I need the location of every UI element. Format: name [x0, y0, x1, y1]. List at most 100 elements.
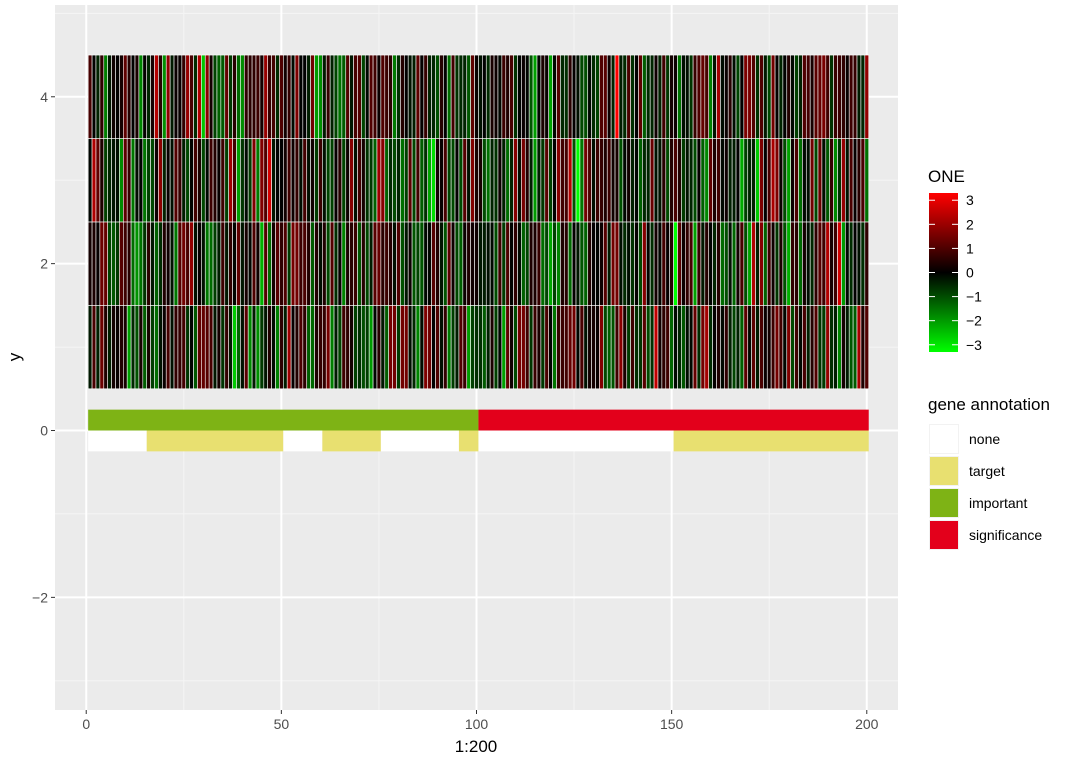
- heatmap-cell: [560, 221, 565, 306]
- colorbar-ticks: 3 2 1 0 −1 −2 −3: [929, 192, 982, 353]
- heatmap-cell: [243, 138, 249, 223]
- heatmap-cell: [821, 221, 827, 306]
- heatmap-cell: [848, 305, 854, 390]
- heatmap-cell: [216, 54, 222, 139]
- heatmap-cell: [825, 138, 831, 223]
- heatmap-cell: [482, 138, 487, 223]
- colorbar-tick-label: 1: [966, 240, 974, 256]
- heatmap-cell: [325, 305, 331, 390]
- heatmap-cell: [474, 221, 479, 306]
- heatmap-cell: [251, 305, 257, 390]
- heatmap-cell: [396, 305, 401, 390]
- heatmap-cell: [271, 221, 276, 306]
- heatmap-cell: [720, 54, 725, 139]
- heatmap-cell: [228, 221, 233, 306]
- heatmap-cell: [158, 221, 163, 306]
- heatmap-cell: [649, 305, 655, 390]
- heatmap-cell: [560, 54, 565, 139]
- heatmap-cell: [310, 138, 315, 223]
- heatmap-cell: [809, 54, 815, 139]
- heatmap-cell: [162, 54, 167, 139]
- heatmap-cell: [91, 305, 97, 390]
- heatmap-cell: [193, 221, 198, 306]
- heatmap-cell: [427, 54, 432, 139]
- heatmap-cell: [357, 305, 362, 390]
- heatmap-cell: [833, 54, 838, 139]
- heatmap-cell: [638, 138, 643, 223]
- y-axis-title: y: [5, 352, 24, 361]
- heatmap-cell: [286, 138, 292, 223]
- heatmap-cell: [341, 221, 347, 306]
- heatmap-cell: [645, 54, 651, 139]
- heatmap-cell: [294, 221, 300, 306]
- heatmap-cell: [657, 138, 663, 223]
- heatmap-cell: [138, 305, 144, 390]
- heatmap-cell: [774, 305, 780, 390]
- heatmap-cell: [567, 305, 573, 390]
- annotation-tracks: [88, 409, 869, 452]
- heatmap-cell: [111, 305, 116, 390]
- heatmap-cell: [825, 305, 831, 390]
- heatmap-cell: [130, 54, 136, 139]
- heatmap-cell: [279, 54, 284, 139]
- heatmap-cell: [158, 138, 163, 223]
- heatmap-cell: [201, 138, 206, 223]
- heatmap-cell: [583, 305, 589, 390]
- heatmap-cell: [778, 54, 784, 139]
- heatmap-cell: [688, 305, 694, 390]
- heatmap-cell: [119, 305, 124, 390]
- heatmap-cell: [380, 54, 386, 139]
- heatmap-cell: [349, 138, 354, 223]
- heatmap-cell: [610, 305, 616, 390]
- heatmap-cell: [247, 221, 253, 306]
- heatmap-cell: [860, 221, 866, 306]
- heatmap-cell: [716, 54, 721, 139]
- heatmap-cell: [657, 54, 663, 139]
- heatmap-cell: [450, 54, 456, 139]
- heatmap-cell: [388, 138, 393, 223]
- heatmap-cell: [177, 138, 183, 223]
- heatmap-cell: [556, 54, 561, 139]
- heatmap-cell: [606, 221, 612, 306]
- heatmap-cell: [134, 221, 140, 306]
- heatmap-cell: [337, 305, 343, 390]
- heatmap-cell: [645, 138, 651, 223]
- heatmap-cell: [95, 138, 101, 223]
- heatmap-cell: [564, 221, 569, 306]
- heatmap-cell: [845, 305, 850, 390]
- heatmap-cell: [852, 221, 858, 306]
- heatmap-cell: [696, 221, 702, 306]
- heatmap-cell: [505, 221, 510, 306]
- heatmap-cell: [704, 221, 710, 306]
- heatmap-cell: [485, 54, 491, 139]
- heatmap-cell: [294, 54, 300, 139]
- heatmap-cell: [443, 54, 448, 139]
- heatmap-cell: [763, 221, 768, 306]
- heatmap-cell: [458, 221, 464, 306]
- x-tick-label: 150: [660, 716, 684, 732]
- heatmap-cell: [708, 305, 713, 390]
- heatmap-cell: [111, 138, 116, 223]
- heatmap-cell: [478, 54, 483, 139]
- heatmap-cell: [220, 305, 226, 390]
- heatmap-cell: [770, 305, 776, 390]
- heatmap-cell: [798, 54, 803, 139]
- heatmap-cell: [138, 54, 144, 139]
- heatmap-cell: [173, 138, 179, 223]
- heatmap-cell: [286, 221, 292, 306]
- heatmap-cell: [400, 221, 405, 306]
- heatmap-cell: [271, 54, 276, 139]
- heatmap-cell: [571, 221, 577, 306]
- heatmap-cell: [599, 305, 604, 390]
- heatmap-cell: [400, 138, 405, 223]
- heatmap-cell: [513, 221, 518, 306]
- heatmap-cell: [119, 221, 124, 306]
- heatmap-cell: [575, 54, 581, 139]
- heatmap-cell: [755, 54, 760, 139]
- heatmap-cell: [552, 305, 557, 390]
- heatmap-cell: [766, 54, 772, 139]
- heatmap-cell: [501, 54, 507, 139]
- heatmap-cell: [517, 138, 522, 223]
- heatmap-cell: [852, 305, 858, 390]
- heatmap-cell: [618, 54, 624, 139]
